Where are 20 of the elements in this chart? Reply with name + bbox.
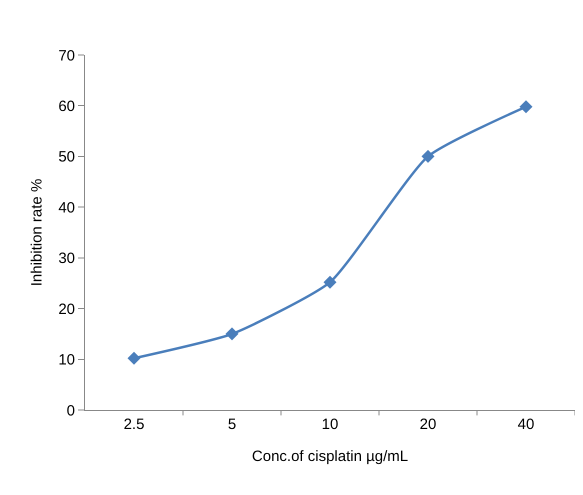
point xyxy=(422,150,434,163)
y-tick-label: 50 xyxy=(58,148,75,166)
y-tick-label: 70 xyxy=(58,47,75,64)
x-axis-title: Conc.of cisplatin µg/mL xyxy=(252,448,408,465)
point xyxy=(324,276,336,289)
x-tick-label: 20 xyxy=(420,416,436,433)
y-tick-label: 20 xyxy=(58,300,75,318)
y-tick-label: 30 xyxy=(58,250,75,268)
point xyxy=(128,352,140,365)
y-tick-label: 10 xyxy=(58,352,75,369)
y-tick-label: 0 xyxy=(66,402,75,420)
y-tick-label: 60 xyxy=(58,98,75,115)
x-tick-label: 40 xyxy=(518,416,534,433)
y-tick-label: 40 xyxy=(58,199,75,216)
point xyxy=(520,100,532,114)
x-tick-label: 10 xyxy=(322,416,338,433)
x-tick-label: 5 xyxy=(228,416,236,433)
point xyxy=(226,327,238,340)
x-tick-label: 2.5 xyxy=(124,416,144,433)
y-axis-title: Inhibition rate % xyxy=(28,178,46,286)
